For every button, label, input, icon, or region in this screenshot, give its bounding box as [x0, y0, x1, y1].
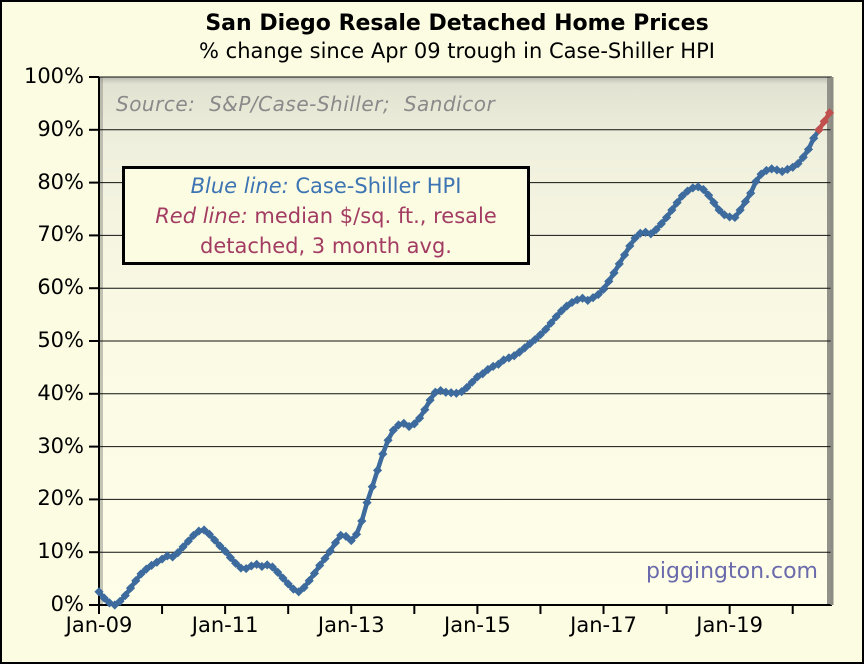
- y-tick-label: 20%: [37, 486, 84, 511]
- legend-line-red: Red line: median $/sq. ft., resale: [125, 201, 527, 231]
- legend-red-prefix: Red line:: [155, 203, 248, 228]
- x-tick-label: Jan-09: [65, 613, 133, 637]
- y-tick-label: 40%: [37, 380, 84, 405]
- y-tick-label: 70%: [37, 222, 84, 247]
- watermark: piggington.com: [645, 559, 818, 584]
- x-tick-label: Jan-15: [444, 613, 511, 637]
- x-tick-label: Jan-13: [317, 613, 385, 637]
- legend-line-blue: Blue line: Case-Shiller HPI: [125, 171, 527, 201]
- y-tick-label: 80%: [37, 169, 84, 194]
- x-tick-label: Jan-19: [696, 613, 763, 637]
- y-tick-label: 60%: [37, 275, 84, 300]
- source-note: Source: S&P/Case-Shiller; Sandicor: [116, 92, 496, 116]
- x-tick-label: Jan-17: [570, 613, 637, 637]
- legend-box: Blue line: Case-Shiller HPI Red line: me…: [122, 166, 530, 265]
- legend-red-text: median $/sq. ft., resale: [247, 203, 497, 228]
- y-tick-label: 100%: [23, 64, 84, 88]
- legend-red-text-2: detached, 3 month avg.: [200, 233, 452, 258]
- y-tick-label: 10%: [37, 539, 84, 564]
- y-tick-label: 50%: [37, 328, 84, 352]
- y-tick-label: 0%: [50, 592, 84, 616]
- y-tick-label: 30%: [37, 433, 84, 458]
- chart-title: San Diego Resale Detached Home Prices: [205, 11, 709, 36]
- x-tick-label: Jan-11: [191, 613, 259, 637]
- y-tick-label: 90%: [37, 116, 84, 141]
- legend-blue-text: Case-Shiller HPI: [288, 173, 462, 198]
- legend-line-red-2: detached, 3 month avg.: [125, 231, 527, 261]
- chart-subtitle: % change since Apr 09 trough in Case-Shi…: [199, 39, 715, 63]
- legend-blue-prefix: Blue line:: [190, 173, 289, 198]
